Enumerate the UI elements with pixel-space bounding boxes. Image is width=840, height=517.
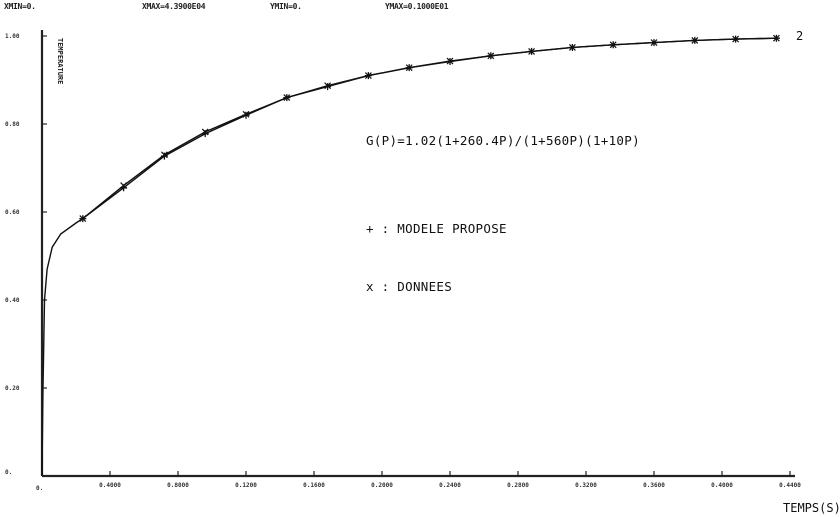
data-point	[160, 151, 168, 159]
data-point	[650, 39, 658, 47]
x-tick-label: 0.3600	[643, 482, 665, 489]
header-ymax: YMAX=0.1000E01	[385, 2, 449, 11]
x-tick-label: 0.2400	[439, 482, 461, 489]
y-tick-label: 0.	[5, 469, 12, 476]
series-line-data	[82, 37, 777, 220]
header-xmax: XMAX=4.3900E04	[142, 2, 206, 11]
y-tick-label: 0.60	[5, 209, 20, 216]
y-tick-label: 1.00	[5, 33, 20, 40]
data-point	[120, 182, 128, 190]
data-point	[242, 110, 250, 118]
data-point	[446, 57, 454, 65]
x-tick-label: 0.8000	[167, 482, 189, 489]
data-point	[405, 64, 413, 72]
x-tick-label: 0.1200	[235, 482, 257, 489]
series-group	[41, 34, 780, 477]
x-tick-label: 0.2000	[371, 482, 393, 489]
x-tick-label: 0.4000	[711, 482, 733, 489]
y-tick-label: 0.40	[5, 297, 20, 304]
x-tick-label: 0.1600	[303, 482, 325, 489]
model-point	[160, 152, 168, 160]
data-point	[568, 44, 576, 51]
header-xmin: XMIN=0.	[4, 2, 36, 11]
transfer-function-label: G(P)=1.02(1+260.4P)/(1+560P)(1+10P)	[366, 133, 640, 148]
y-tick-label: 0.20	[5, 385, 20, 392]
data-point	[364, 72, 372, 80]
model-point	[324, 83, 332, 91]
x-tick-label: 0.4400	[779, 482, 801, 489]
x-axis-label: TEMPS(S)	[783, 501, 840, 515]
y-axis-label: TEMPERATURE	[56, 38, 64, 84]
axes	[40, 30, 795, 478]
data-point	[528, 47, 536, 55]
data-point	[732, 35, 740, 43]
legend-data: x : DONNEES	[366, 279, 452, 294]
data-point	[79, 215, 87, 223]
data-point	[283, 94, 291, 102]
legend-model: + : MODELE PROPOSE	[366, 221, 507, 236]
model-point	[242, 111, 250, 119]
x-tick-label: 0.3200	[575, 482, 597, 489]
data-point	[609, 41, 617, 49]
data-point	[691, 36, 699, 44]
data-point	[324, 82, 332, 90]
x-tick-label: 0.4000	[99, 482, 121, 489]
ticks: 0.4000 0.8000 0.1200 0.1600 0.2000 0.2400 0.28…	[5, 33, 801, 492]
header-ymin: YMIN=0.	[270, 2, 302, 11]
x-tick-label: 0.	[36, 485, 43, 492]
series-line-model	[41, 37, 777, 477]
curve-label: 2	[796, 29, 803, 43]
y-tick-label: 0.80	[5, 121, 20, 128]
data-point	[772, 34, 780, 42]
data-point	[201, 128, 209, 136]
x-tick-label: 0.2800	[507, 482, 529, 489]
data-point	[487, 52, 495, 60]
